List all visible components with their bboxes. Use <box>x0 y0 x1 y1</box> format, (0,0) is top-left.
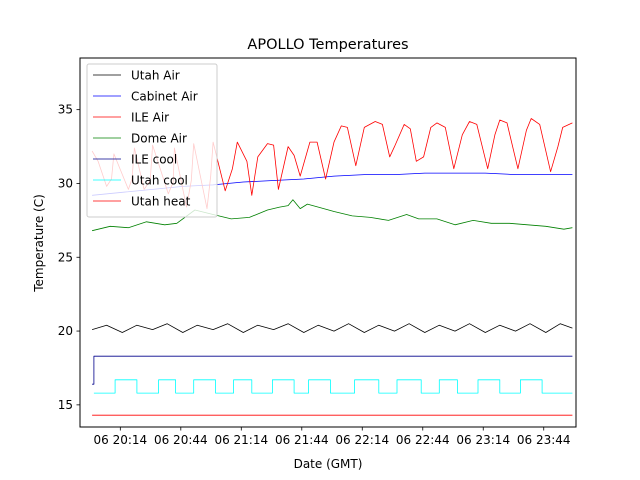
y-axis-label: Temperature (C) <box>32 194 46 293</box>
y-tick-label: 35 <box>58 103 73 117</box>
y-tick-label: 20 <box>58 324 73 338</box>
x-tick-label: 06 23:44 <box>517 433 571 447</box>
plot-frame <box>79 57 577 428</box>
x-tick-label: 06 20:44 <box>154 433 208 447</box>
x-tick-label: 06 22:14 <box>335 433 389 447</box>
x-tick-label: 06 23:14 <box>456 433 510 447</box>
legend-box <box>86 63 218 218</box>
x-axis-label: Date (GMT) <box>294 457 363 471</box>
legend-label: Utah heat <box>131 195 191 209</box>
legend-label: Utah cool <box>131 174 188 188</box>
legend-label: ILE Air <box>131 111 169 125</box>
y-tick-label: 25 <box>58 250 73 264</box>
y-axis-ticks: 15 20 25 30 35 <box>58 103 80 412</box>
legend-label: Utah Air <box>131 69 180 83</box>
x-tick-label: 06 22:44 <box>396 433 450 447</box>
x-axis-ticks: 06 20:14 06 20:44 06 21:14 06 21:44 06 22:14… <box>93 427 571 447</box>
series-line-utah-air <box>91 323 573 333</box>
series-line-utah-cool <box>93 379 573 394</box>
legend-label: Dome Air <box>131 132 187 146</box>
x-tick-label: 06 20:14 <box>93 433 147 447</box>
series-line-ile-cool <box>92 355 573 385</box>
legend: Utah Air Cabinet Air ILE Air Dome Air ILE co… <box>86 63 218 218</box>
y-tick-label: 30 <box>58 176 73 190</box>
x-tick-label: 06 21:44 <box>275 433 329 447</box>
x-tick-label: 06 21:14 <box>214 433 268 447</box>
legend-label: ILE cool <box>131 153 177 167</box>
y-tick-label: 15 <box>58 398 73 412</box>
legend-label: Cabinet Air <box>131 90 198 104</box>
series-line-dome-air <box>92 199 573 232</box>
chart-title: APOLLO Temperatures <box>247 37 408 53</box>
